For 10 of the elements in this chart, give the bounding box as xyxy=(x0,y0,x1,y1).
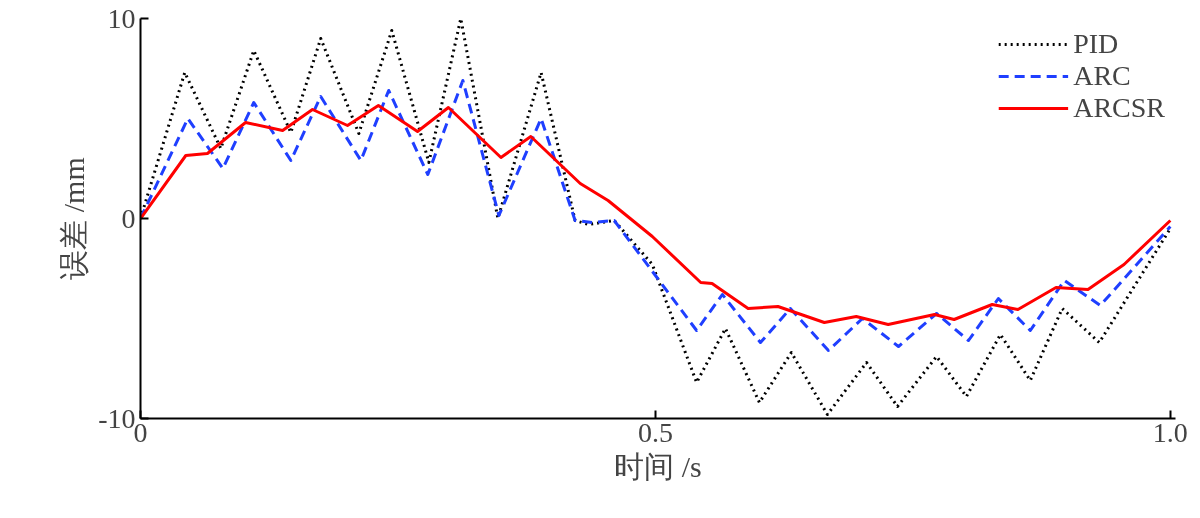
legend-label: ARC xyxy=(1073,60,1131,92)
legend-label: PID xyxy=(1073,28,1119,60)
line-series xyxy=(140,18,1172,416)
y-axis-title: 误差 /mm xyxy=(57,157,91,280)
x-tick-label: 1.0 xyxy=(1152,416,1188,448)
y-tick-label: 0 xyxy=(121,202,136,234)
legend-label: ARCSR xyxy=(1073,92,1165,124)
x-tick-label: 0.5 xyxy=(637,416,673,448)
x-axis-title: 时间 /s xyxy=(614,449,702,483)
y-tick-label: 10 xyxy=(107,2,136,34)
